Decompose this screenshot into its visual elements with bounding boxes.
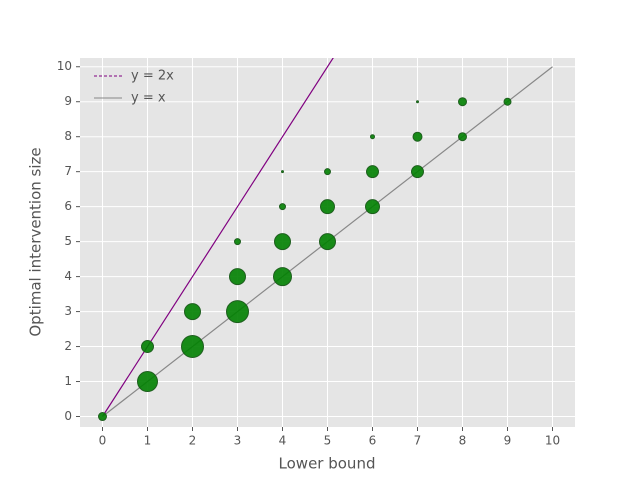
bubble [141, 340, 154, 354]
y-tick-label: 9 [64, 94, 72, 108]
x-tick-label: 6 [369, 434, 377, 448]
y-tick-label: 3 [64, 304, 72, 318]
x-tick-label: 1 [144, 434, 152, 448]
y-tick-label: 2 [64, 339, 72, 353]
y-tick-label: 5 [64, 234, 72, 248]
y-tick-label: 1 [64, 374, 72, 388]
bubble [274, 233, 291, 251]
y-tick-label: 0 [64, 409, 72, 423]
x-tick-label: 4 [279, 434, 287, 448]
bubble [137, 371, 158, 393]
y-axis-label: Optimal intervention size [27, 147, 45, 336]
legend-label: y = 2x [131, 69, 174, 84]
x-tick-label: 7 [414, 434, 422, 448]
x-tick-label: 3 [234, 434, 242, 448]
bubble [273, 267, 292, 287]
y-tick-label: 10 [57, 59, 72, 73]
bubble [320, 199, 335, 215]
x-tick-label: 10 [545, 434, 560, 448]
x-tick-label: 5 [324, 434, 332, 448]
bubble [229, 268, 246, 286]
plot-layer [98, 58, 553, 422]
bubble [98, 412, 107, 422]
bubble [234, 238, 241, 246]
bubble [412, 131, 423, 142]
x-axis-label: Lower bound [279, 455, 376, 473]
bubble [411, 165, 424, 179]
y-tick-label: 7 [64, 164, 72, 178]
y-tick-label: 8 [64, 129, 72, 143]
line [101, 58, 334, 417]
bubble [366, 165, 379, 179]
y-tick-label: 6 [64, 199, 72, 213]
bubble [226, 300, 249, 324]
x-tick-label: 0 [99, 434, 107, 448]
bubble [181, 335, 204, 359]
legend-label: y = x [131, 91, 166, 106]
y-tick-label: 4 [64, 269, 72, 283]
bubble [184, 303, 201, 321]
x-tick-label: 2 [189, 434, 197, 448]
bubble [416, 100, 419, 104]
x-tick-label: 9 [504, 434, 512, 448]
bubble [503, 97, 512, 106]
bubble [281, 170, 284, 174]
bubble [319, 233, 336, 251]
bubble [458, 97, 467, 107]
bubble [279, 203, 286, 211]
x-tick-label: 8 [459, 434, 467, 448]
bubble [324, 168, 331, 176]
bubble [365, 199, 380, 215]
bubble [370, 134, 375, 140]
bubble [458, 132, 467, 142]
